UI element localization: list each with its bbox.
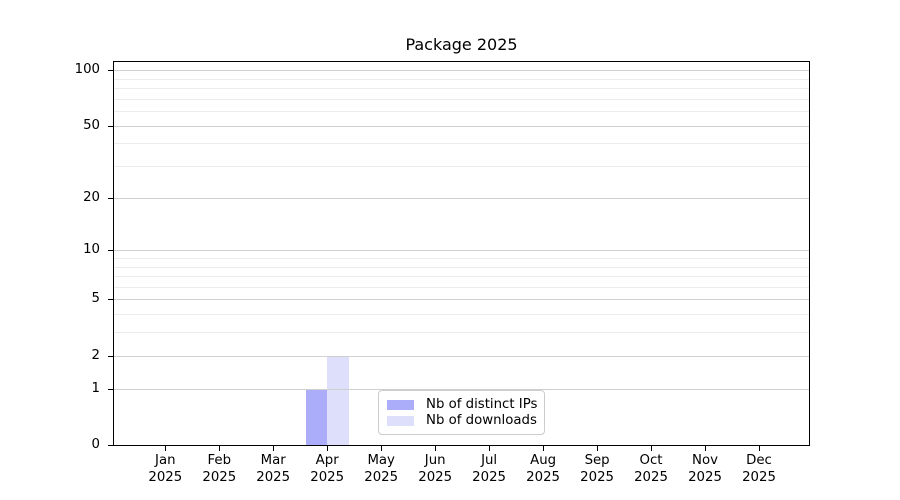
legend: Nb of distinct IPs Nb of downloads (378, 390, 545, 435)
x-tick-label: Nov 2025 (688, 453, 722, 485)
x-tick (597, 446, 599, 451)
y-tick-label: 1 (91, 380, 100, 396)
y-tick (108, 125, 113, 127)
y-tick-label: 0 (91, 437, 100, 452)
gridline-major (114, 70, 809, 71)
gridline-minor (114, 286, 809, 288)
legend-swatch-distinct-ips (387, 399, 414, 410)
y-tick (108, 70, 113, 71)
chart-title: Package 2025 (405, 35, 518, 54)
x-tick (165, 446, 167, 451)
x-tick-label: Jan 2025 (148, 453, 183, 485)
legend-label-downloads: Nb of downloads (426, 413, 537, 428)
x-tick-label: Feb 2025 (202, 453, 237, 485)
x-tick (543, 446, 545, 451)
y-tick (108, 445, 113, 446)
y-tick-label: 5 (91, 291, 100, 307)
y-tick-label: 50 (83, 117, 100, 133)
bar-nb-of-downloads-apr (327, 355, 349, 445)
y-tick (108, 197, 113, 199)
x-tick (489, 446, 491, 451)
plot-area (113, 61, 810, 446)
gridline-minor (114, 98, 809, 100)
bar-nb-of-distinct-ips-apr (305, 388, 328, 445)
y-tick (108, 388, 113, 390)
y-tick-label: 2 (91, 347, 100, 363)
x-tick-label: Oct 2025 (634, 453, 668, 485)
gridline-minor (114, 332, 809, 334)
x-tick (273, 446, 275, 451)
y-tick-label: 100 (74, 62, 100, 77)
gridline-major (114, 388, 809, 390)
gridline-major (114, 250, 809, 252)
x-tick (219, 446, 221, 451)
x-tick-label: Sep 2025 (580, 453, 615, 485)
x-tick-label: Jun 2025 (418, 453, 453, 485)
legend-label-distinct-ips: Nb of distinct IPs (426, 397, 538, 412)
x-tick (705, 446, 706, 451)
gridline-minor (114, 257, 809, 259)
y-tick (108, 299, 113, 301)
x-tick-label: Jul 2025 (472, 453, 507, 485)
y-tick (108, 250, 113, 252)
x-tick (759, 446, 760, 451)
x-tick (381, 446, 383, 451)
gridline-minor (114, 143, 809, 145)
legend-swatch-downloads (387, 415, 414, 426)
gridline-minor (114, 314, 809, 316)
x-tick (327, 446, 329, 451)
x-tick-label: Dec 2025 (742, 453, 776, 485)
x-tick (435, 446, 437, 451)
y-tick (108, 355, 113, 357)
gridline-minor (114, 88, 809, 89)
gridline-minor (114, 166, 809, 167)
gridline-minor (114, 78, 809, 80)
x-tick-label: Apr 2025 (310, 453, 345, 485)
gridline-minor (114, 276, 809, 278)
gridline-major (114, 197, 809, 199)
gridline-major (114, 299, 809, 301)
legend-item-distinct-ips: Nb of distinct IPs (387, 397, 538, 412)
x-tick-label: May 2025 (364, 453, 399, 485)
x-tick (651, 446, 652, 451)
y-tick-label: 10 (83, 242, 100, 258)
x-tick-label: Mar 2025 (256, 453, 291, 485)
y-tick-label: 20 (83, 189, 100, 205)
gridline-minor (114, 111, 809, 112)
x-tick-label: Aug 2025 (526, 453, 561, 485)
gridline-minor (114, 266, 809, 268)
gridline-major (114, 125, 809, 127)
legend-item-downloads: Nb of downloads (387, 413, 537, 428)
gridline-major (114, 355, 809, 357)
